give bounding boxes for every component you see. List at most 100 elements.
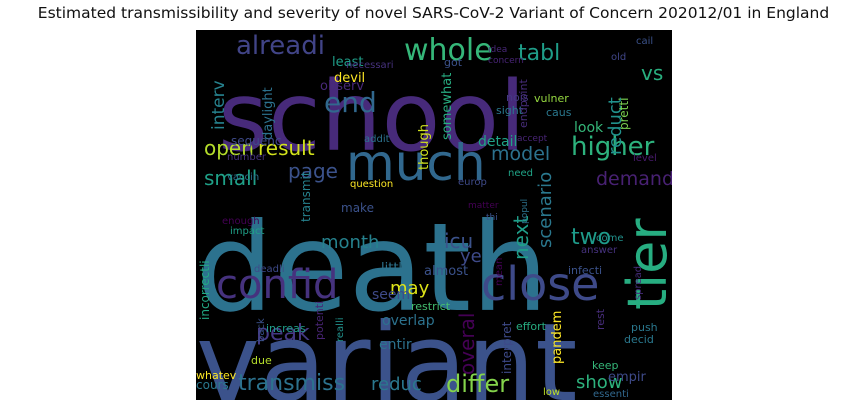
cloud-word: much [346,134,486,192]
cloud-word: devil [334,71,365,86]
cloud-word: concern [488,56,524,66]
cloud-word: essenti [593,389,629,400]
cloud-word: potenti [313,301,326,340]
cloud-word: close [481,257,599,311]
cloud-word: though [417,124,432,170]
cloud-word: least [332,55,363,70]
cloud-word: interv [209,80,229,130]
cloud-word: need [508,168,533,179]
figure-title: Estimated transmissibility and severity … [37,4,830,22]
cloud-word: peak [256,321,310,346]
cloud-word: alreadi [236,31,325,61]
cloud-word: icu [444,229,473,253]
cloud-word: reduct [605,97,626,155]
cloud-word: deadli [254,264,285,275]
cloud-word: transmiss [238,371,345,396]
cloud-word: realli [335,317,346,342]
cloud-word: look [574,120,604,136]
cloud-word: impact [230,226,264,237]
cloud-word: almost [424,264,468,279]
cloud-word: cail [636,36,653,47]
word-cloud: school death variant much tier confid close alr… [196,30,672,400]
cloud-word: vaccin [227,172,259,183]
cloud-word: nois [506,91,529,104]
cloud-word: effort [516,320,547,333]
cloud-word: demand [596,168,672,190]
cloud-word: result [258,136,315,160]
cloud-word: seem [372,287,410,303]
cloud-word: sight [496,104,524,117]
cloud-word: incorrectli [198,260,212,320]
cloud-word: transmit [299,171,313,222]
cloud-word: scenario [535,172,556,248]
cloud-word: accept [517,134,548,144]
cloud-word: end [324,86,377,119]
cloud-word: littl [381,261,402,276]
cloud-word: empir [608,370,647,385]
cloud-word: confid [216,262,338,308]
cloud-word: make [341,201,374,215]
cloud-word: come [596,233,624,244]
cloud-word: low [543,387,560,398]
cloud-word: open [204,136,254,160]
cloud-word: overlap [382,313,435,329]
cloud-word: push [631,321,658,334]
cloud-word: two [571,225,611,250]
cloud-word: answer [581,245,618,256]
cloud-word: variant [196,301,577,400]
cloud-word: reduc [371,374,422,395]
cloud-word: increas [266,322,306,335]
cloud-word: enough [222,216,260,227]
cloud-word: model [491,143,550,165]
cloud-word: pretti [617,98,631,130]
cloud-word: europ [458,177,487,188]
cloud-word: necessari [346,60,394,71]
cloud-word: endpoint [517,79,530,128]
cloud-word: rest [594,308,607,330]
cloud-word: spread [633,266,644,300]
cloud-word: sequenc [231,134,281,148]
cloud-word: next [509,216,533,260]
cloud-word: show [576,372,623,393]
cloud-word: page [288,159,338,183]
cloud-word: mean [494,258,505,286]
cloud-word: number [227,152,267,163]
cloud-word: idea [488,45,507,55]
cloud-word: matter [468,201,499,211]
cloud-word: whatev [196,369,237,382]
cloud-word: whole [404,33,493,68]
cloud-word: old [611,52,626,63]
cloud-word: infecti [568,264,602,277]
cloud-word: level [633,153,657,164]
cloud-word: cours [196,378,229,392]
cloud-word: tier [616,218,672,310]
cloud-word: death [196,197,548,339]
cloud-word: small [204,166,257,190]
cloud-word: entir [379,337,412,353]
cloud-word: school [218,61,526,173]
cloud-word: differ [446,370,509,398]
cloud-word: addit [364,134,390,145]
cloud-word: got [444,56,463,69]
cloud-word: ye [460,246,482,267]
cloud-word: detail [478,134,517,150]
cloud-word: interpret [500,321,514,374]
cloud-word: vs [641,61,663,85]
cloud-word: popul [520,199,530,224]
cloud-word: month [321,232,379,253]
cloud-word: observ [320,79,364,94]
cloud-word: keep [592,359,619,372]
cloud-word: back [256,318,267,342]
cloud-word: tabl [518,41,560,66]
cloud-word: vulner [534,92,569,105]
cloud-word: restrict [411,300,451,313]
cloud-word: overal [455,313,479,375]
cloud-word: pandem [550,311,565,364]
cloud-word: daylight [261,87,276,140]
cloud-word: may [390,278,430,299]
cloud-word: question [350,179,393,190]
cloud-word: somewhat [440,73,455,140]
cloud-word: decid [624,333,654,346]
cloud-word: due [251,354,272,367]
